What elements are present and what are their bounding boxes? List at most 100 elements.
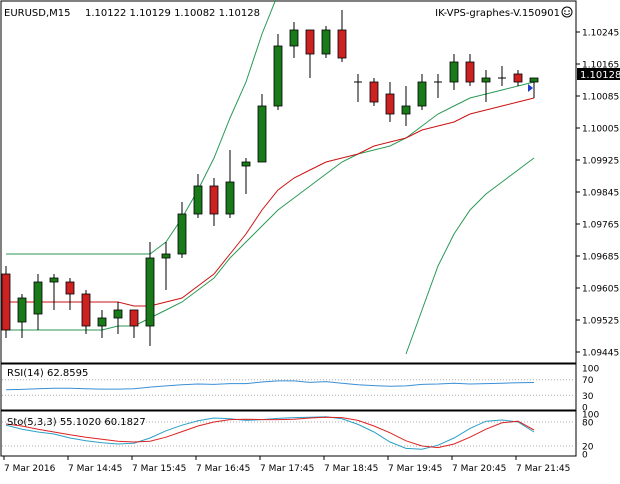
candle-body <box>225 181 235 215</box>
candle-body <box>337 29 347 59</box>
current-price-text: 1.10128 <box>580 70 620 81</box>
candle-body <box>65 281 75 295</box>
rsi-title: RSI(14) 62.8595 <box>7 368 88 379</box>
candle <box>17 294 27 338</box>
candle-body <box>321 29 331 55</box>
candle <box>97 310 107 338</box>
price-tick-label: 1.09605 <box>582 285 619 295</box>
sto-main-line <box>5 416 535 450</box>
time-tick-label: 7 Mar 17:45 <box>260 464 314 474</box>
price-tick-label: 1.10165 <box>582 61 619 71</box>
smiley-icon[interactable] <box>561 6 573 18</box>
candle-body <box>369 81 379 103</box>
indicator-levels <box>2 379 575 447</box>
price-tick-label: 1.09925 <box>582 157 619 167</box>
price-tick-label: 1.09765 <box>582 221 619 231</box>
rsi-line <box>5 380 535 391</box>
candle <box>145 242 155 346</box>
candle-body <box>145 257 155 327</box>
candle <box>354 74 362 102</box>
candle <box>33 274 43 330</box>
candles <box>1 10 539 346</box>
time-tick-label: 7 Mar 20:45 <box>452 464 506 474</box>
indicator-tick-label: 70 <box>582 376 594 386</box>
indicator-tick-label: 0 <box>582 451 588 461</box>
time-tick-label: 7 Mar 16:45 <box>196 464 250 474</box>
time-axis: 7 Mar 2016 7 Mar 14:45 7 Mar 15:45 7 Mar 16… <box>3 456 570 474</box>
indicator-tick-label: 80 <box>582 419 594 429</box>
candle-body <box>257 105 267 163</box>
candle <box>129 309 139 338</box>
candle-body <box>385 93 395 115</box>
rsi-panel-frame <box>0 363 577 411</box>
indicator-tick-label: 20 <box>582 443 594 453</box>
candle-body <box>401 105 411 115</box>
candle <box>449 54 459 90</box>
candle <box>369 78 379 106</box>
candle-body <box>17 297 27 323</box>
price-tick-label: 1.10245 <box>582 29 619 39</box>
candle-body <box>465 61 475 83</box>
expert-label: IK-VPS-graphes-V.150901 <box>435 8 560 19</box>
price-tick-label: 1.09525 <box>582 317 619 327</box>
candle <box>65 278 75 310</box>
candle-body <box>273 45 283 107</box>
candle <box>401 86 411 126</box>
candle-body <box>305 29 315 55</box>
candle-body <box>113 309 123 319</box>
candle <box>305 29 315 78</box>
indicator-tick-label: 100 <box>582 411 599 421</box>
candle-body <box>481 77 491 83</box>
time-tick-label: 7 Mar 19:45 <box>388 464 442 474</box>
price-axis: 1.10245 1.10165 1.10085 1.10005 1.09925 1.098… <box>576 29 619 461</box>
candle-body <box>513 73 523 83</box>
time-tick-label: 7 Mar 14:45 <box>68 464 122 474</box>
moving-average-line <box>6 97 535 307</box>
sto-signal-line <box>5 416 535 449</box>
candle <box>209 178 219 226</box>
price-arrow-icon <box>528 84 533 92</box>
candle-body <box>161 253 171 259</box>
candle <box>241 158 251 194</box>
band-middle-line <box>6 81 535 331</box>
stochastic-indicator <box>5 416 535 450</box>
candle-body <box>241 161 251 167</box>
candle <box>161 242 171 290</box>
band-lower-line <box>405 157 535 355</box>
candle-body <box>97 317 107 327</box>
candle <box>434 74 442 98</box>
candle-body <box>49 277 59 283</box>
candle-body <box>177 213 187 255</box>
time-tick-label: 7 Mar 15:45 <box>132 464 186 474</box>
price-tick-label: 1.09685 <box>582 253 619 263</box>
candle <box>498 66 506 86</box>
candle-body <box>449 61 459 83</box>
candle-body <box>33 281 43 315</box>
sto-panel-frame <box>0 410 577 457</box>
candle <box>513 70 523 86</box>
time-tick-label: 7 Mar 21:45 <box>516 464 570 474</box>
price-tick-label: 1.10005 <box>582 125 619 135</box>
candle <box>337 10 347 62</box>
candle <box>1 266 11 338</box>
candle <box>257 94 267 163</box>
candle <box>177 202 187 258</box>
price-tick-label: 1.10085 <box>582 93 619 103</box>
candle-body <box>289 29 299 47</box>
candle <box>321 26 331 58</box>
indicator-tick-label: 100 <box>582 365 599 375</box>
ohlc-readout: 1.10122 1.10129 1.10082 1.10128 <box>85 8 260 19</box>
candle <box>481 70 491 102</box>
candle <box>289 22 299 58</box>
candle-body <box>529 77 539 83</box>
main-panel-frame <box>0 0 577 364</box>
rsi-indicator <box>5 380 535 391</box>
candle-body <box>417 81 427 107</box>
band-upper-line <box>6 0 277 255</box>
candle <box>273 34 283 110</box>
candle <box>385 82 395 122</box>
candle <box>113 302 123 334</box>
symbol-label: EURUSD,M15 <box>4 8 70 19</box>
